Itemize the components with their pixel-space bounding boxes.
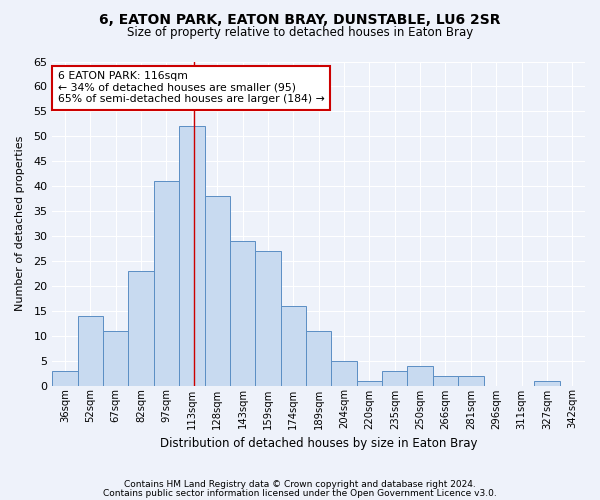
Bar bbox=[179, 126, 205, 386]
Bar bbox=[306, 330, 331, 386]
Bar bbox=[281, 306, 306, 386]
Bar bbox=[331, 360, 357, 386]
Bar bbox=[205, 196, 230, 386]
Bar bbox=[128, 271, 154, 386]
Text: Contains HM Land Registry data © Crown copyright and database right 2024.: Contains HM Land Registry data © Crown c… bbox=[124, 480, 476, 489]
Text: Contains public sector information licensed under the Open Government Licence v3: Contains public sector information licen… bbox=[103, 489, 497, 498]
Bar bbox=[103, 330, 128, 386]
Bar bbox=[52, 370, 77, 386]
Bar bbox=[357, 380, 382, 386]
Bar bbox=[433, 376, 458, 386]
Text: Size of property relative to detached houses in Eaton Bray: Size of property relative to detached ho… bbox=[127, 26, 473, 39]
Text: 6, EATON PARK, EATON BRAY, DUNSTABLE, LU6 2SR: 6, EATON PARK, EATON BRAY, DUNSTABLE, LU… bbox=[99, 12, 501, 26]
X-axis label: Distribution of detached houses by size in Eaton Bray: Distribution of detached houses by size … bbox=[160, 437, 478, 450]
Bar bbox=[407, 366, 433, 386]
Y-axis label: Number of detached properties: Number of detached properties bbox=[15, 136, 25, 311]
Bar bbox=[534, 380, 560, 386]
Bar bbox=[154, 181, 179, 386]
Bar bbox=[77, 316, 103, 386]
Bar bbox=[382, 370, 407, 386]
Bar bbox=[255, 251, 281, 386]
Bar bbox=[458, 376, 484, 386]
Bar bbox=[230, 241, 255, 386]
Text: 6 EATON PARK: 116sqm
← 34% of detached houses are smaller (95)
65% of semi-detac: 6 EATON PARK: 116sqm ← 34% of detached h… bbox=[58, 71, 325, 104]
